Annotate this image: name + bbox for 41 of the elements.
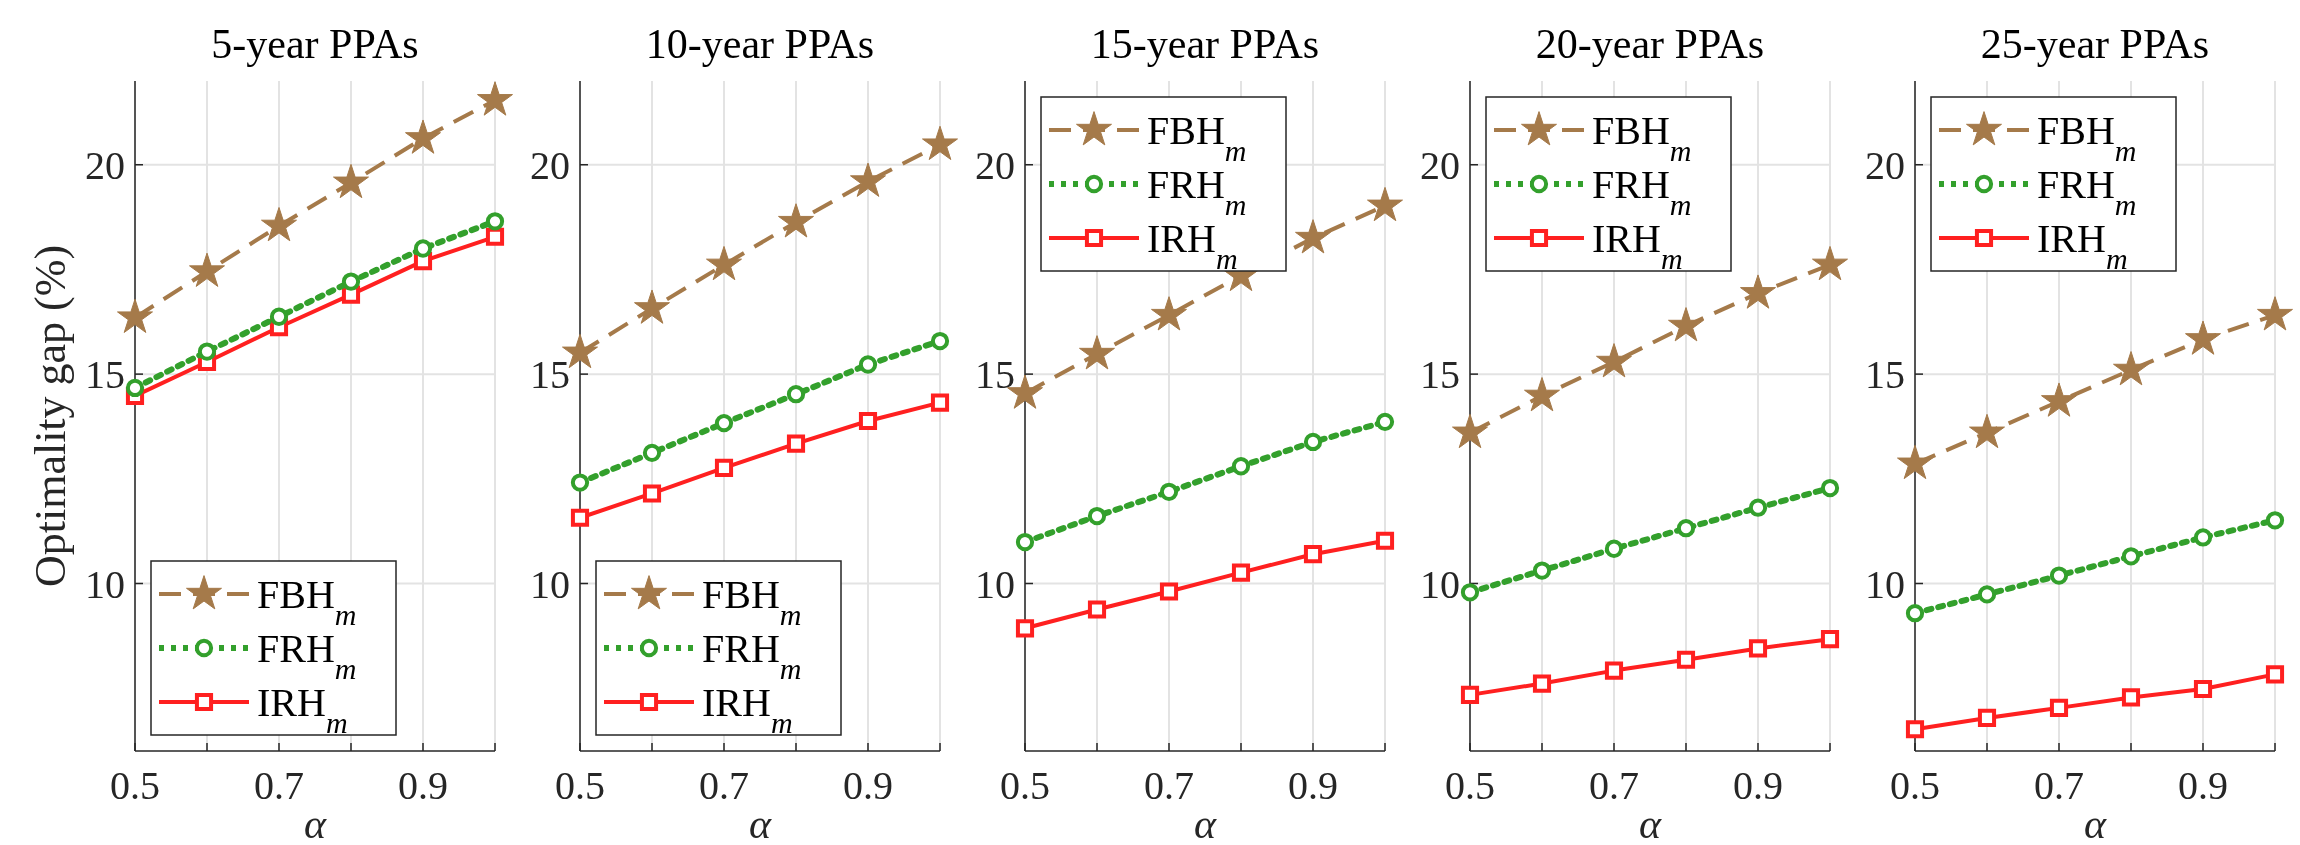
x-tick-label: 0.7 — [699, 763, 749, 808]
chart-title: 20-year PPAs — [1535, 21, 1765, 67]
chart-title: 15-year PPAs — [1090, 21, 1320, 67]
x-axis-title: α — [1638, 801, 1662, 845]
y-tick-label: 20 — [1865, 142, 1905, 188]
y-tick-label: 20 — [85, 142, 125, 188]
y-tick-label: 20 — [975, 142, 1015, 188]
x-axis-title: α — [303, 801, 327, 845]
x-tick-label: 0.5 — [1445, 763, 1495, 808]
x-axis-title: α — [748, 801, 772, 845]
y-tick-label: 10 — [85, 561, 125, 607]
x-tick-label: 0.5 — [555, 763, 605, 808]
y-tick-label: 15 — [1865, 352, 1905, 398]
chart-title: 5-year PPAs — [211, 21, 419, 67]
x-tick-label: 0.9 — [1733, 763, 1783, 808]
x-tick-label: 0.9 — [1288, 763, 1338, 808]
x-tick-label: 0.9 — [2178, 763, 2228, 808]
y-tick-label: 20 — [1420, 142, 1460, 188]
y-tick-label: 10 — [530, 561, 570, 607]
y-tick-label: 15 — [1420, 352, 1460, 398]
x-tick-label: 0.7 — [2034, 763, 2084, 808]
chart-title: 25-year PPAs — [1980, 21, 2210, 67]
x-tick-label: 0.5 — [110, 763, 160, 808]
x-tick-label: 0.7 — [1589, 763, 1639, 808]
y-tick-label: 20 — [530, 142, 570, 188]
y-tick-label: 10 — [1865, 561, 1905, 607]
x-tick-label: 0.5 — [1000, 763, 1050, 808]
chart-title: 10-year PPAs — [645, 21, 875, 67]
x-tick-label: 0.7 — [1144, 763, 1194, 808]
y-tick-label: 10 — [1420, 561, 1460, 607]
y-tick-label: 15 — [85, 352, 125, 398]
x-tick-label: 0.7 — [254, 763, 304, 808]
x-axis-title: α — [1193, 801, 1217, 845]
y-axis-title: Optimality gap (%) — [26, 244, 75, 588]
x-axis-title: α — [2083, 801, 2107, 845]
x-tick-label: 0.9 — [398, 763, 448, 808]
x-tick-label: 0.5 — [1890, 763, 1940, 808]
y-tick-label: 15 — [975, 352, 1015, 398]
y-tick-label: 10 — [975, 561, 1015, 607]
y-tick-label: 15 — [530, 352, 570, 398]
x-tick-label: 0.9 — [843, 763, 893, 808]
